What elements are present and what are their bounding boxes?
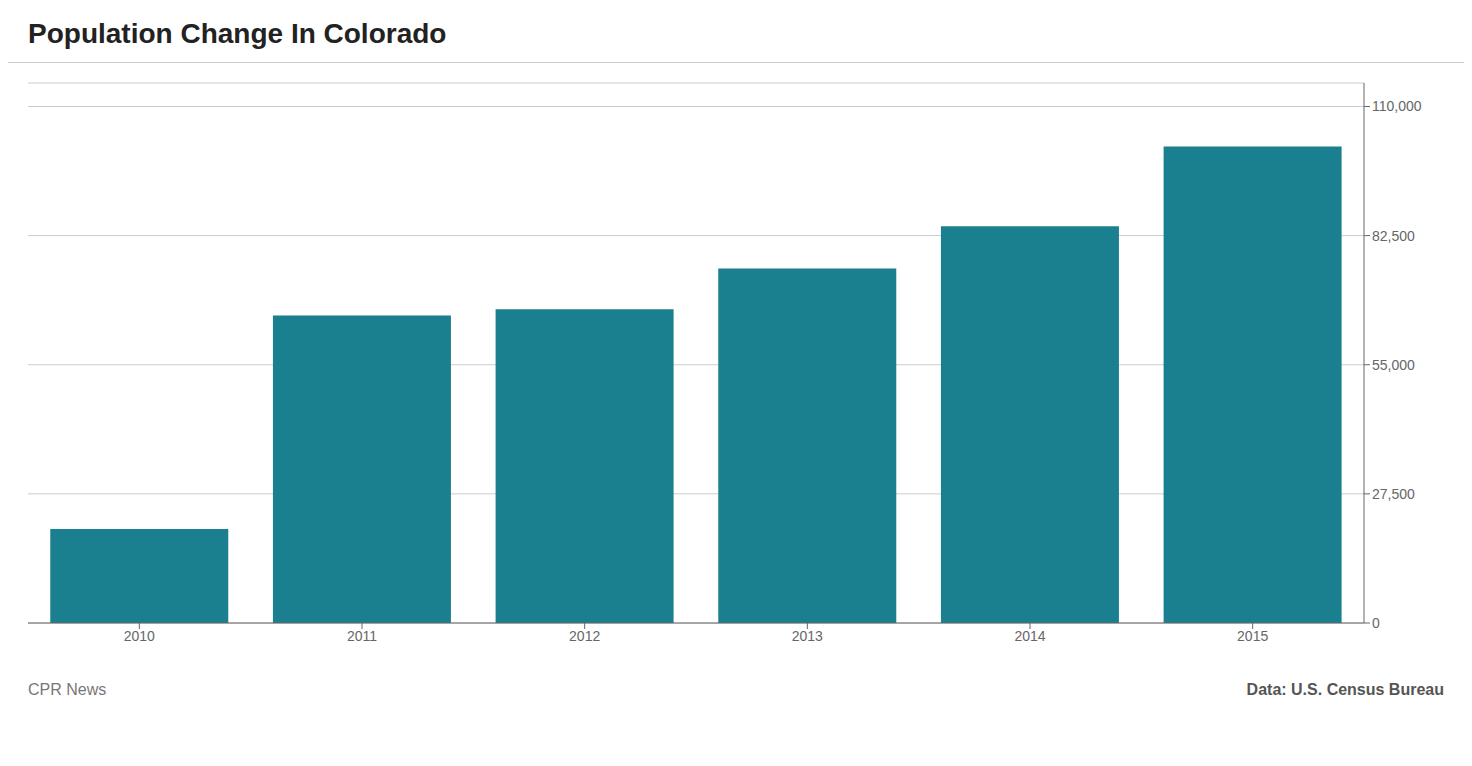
html-text:Data: U.S. Census Bureau: Data: U.S. Census Bureau bbox=[1246, 681, 1444, 698]
html-text:CPR News: CPR News bbox=[28, 681, 107, 698]
svg-text:0: 0 bbox=[1372, 615, 1380, 631]
svg-text:2011: 2011 bbox=[347, 628, 377, 644]
svg-text:2010: 2010 bbox=[124, 628, 155, 644]
html-text:Population Change In Colorado: Population Change In Colorado bbox=[28, 18, 447, 49]
svg-text:82,500: 82,500 bbox=[1372, 228, 1415, 244]
svg-text:55,000: 55,000 bbox=[1372, 357, 1415, 373]
svg-text:2013: 2013 bbox=[792, 628, 823, 644]
svg-text:110,000: 110,000 bbox=[1372, 98, 1422, 114]
svg-text:27,500: 27,500 bbox=[1372, 486, 1415, 502]
svg-text:2012: 2012 bbox=[569, 628, 600, 644]
svg-text:2014: 2014 bbox=[1014, 628, 1045, 644]
svg-text:2015: 2015 bbox=[1237, 628, 1268, 644]
